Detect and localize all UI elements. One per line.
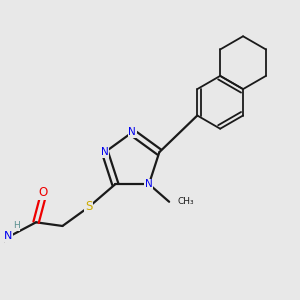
Text: CH₃: CH₃ <box>177 197 194 206</box>
Text: S: S <box>85 200 93 213</box>
Text: O: O <box>38 186 47 199</box>
Text: N: N <box>4 231 12 241</box>
Text: N: N <box>145 179 153 189</box>
Text: N: N <box>128 128 136 137</box>
Text: N: N <box>101 147 109 157</box>
Text: H: H <box>13 221 20 230</box>
